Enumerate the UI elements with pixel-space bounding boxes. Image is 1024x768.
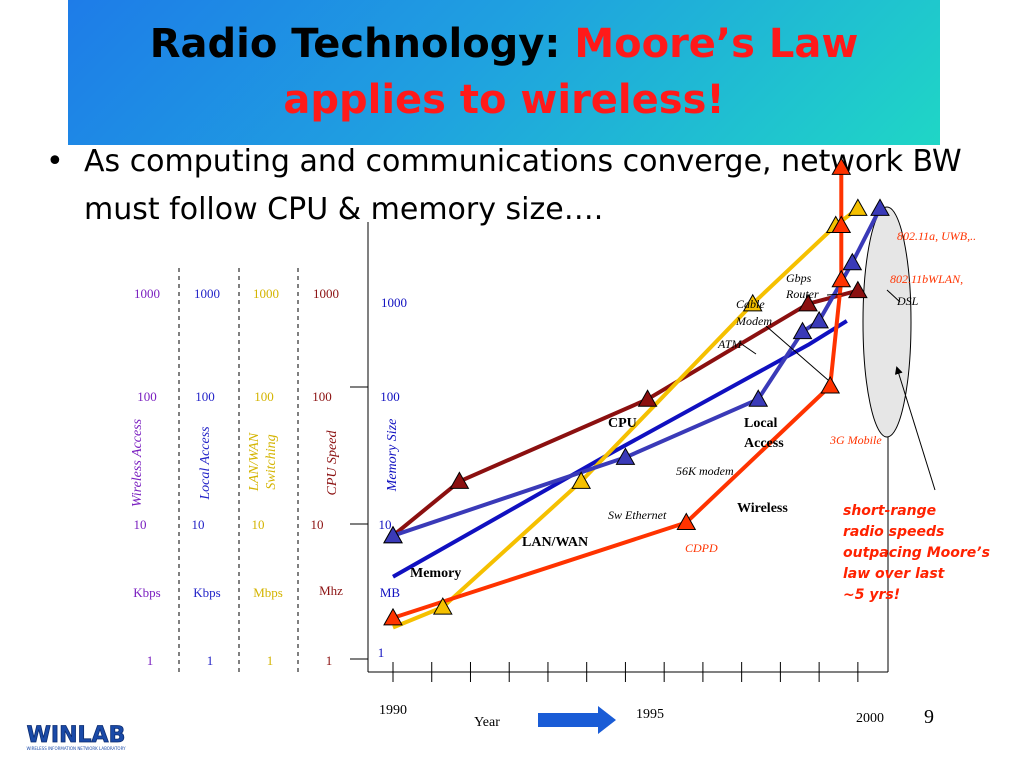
data-point-lan-wan [848, 198, 868, 216]
winlab-logo: WINLAB WIRELESS INFORMATION NETWORK LABO… [14, 720, 138, 752]
callout-line-5: ~5 yrs! [843, 587, 900, 603]
series-line-wireless [392, 167, 844, 620]
series-label-cpu: CPU [608, 416, 637, 431]
callout-line-1: short-range [843, 503, 936, 519]
local-tick-100: 100 [195, 389, 215, 404]
local-tick-1000: 1000 [194, 286, 220, 301]
memory-tick-10: 10 [379, 517, 392, 532]
annotation-3g-mobile: 3G Mobile [829, 433, 882, 447]
callout-line-2: radio speeds [843, 524, 944, 540]
callout-line-3: outpacing Moore’s [843, 545, 990, 561]
x-tick-2000: 2000 [856, 711, 884, 726]
series-label-local-1: Local [744, 416, 778, 431]
data-point-wireless [831, 215, 852, 233]
logo-subtext: WIRELESS INFORMATION NETWORK LABORATORY [26, 746, 126, 751]
cpu-tick-1: 1 [326, 653, 333, 668]
x-tick-1995: 1995 [636, 707, 664, 722]
annotation-gbps-router-1: Gbps [786, 271, 812, 285]
x-ticks [392, 662, 859, 682]
data-point-local-access [615, 447, 636, 465]
data-point-cpu [449, 471, 470, 489]
cpu-unit: Mhz [319, 583, 343, 598]
annotation-dsl: DSL [896, 294, 919, 308]
switching-tick-10: 10 [252, 517, 265, 532]
data-point-wireless [831, 157, 852, 175]
annotation-atm: ATM [717, 337, 743, 351]
annotation-56k-modem: 56K modem [676, 464, 734, 478]
y-ticks [350, 386, 368, 660]
annotation-cable-modem-1: Cable [736, 297, 765, 311]
cpu-axis-title: CPU Speed [325, 430, 340, 496]
switching-tick-100: 100 [254, 389, 274, 404]
series-line-cpu [391, 288, 859, 538]
data-point-wireless [831, 269, 852, 288]
local-tick-1: 1 [207, 653, 214, 668]
data-point-cpu [848, 280, 868, 299]
data-point-local-access [383, 525, 403, 544]
switching-axis-title-1: LAN/WAN [247, 432, 262, 492]
data-point-local-access [842, 252, 863, 271]
memory-tick-1000: 1000 [381, 295, 407, 310]
switching-tick-1: 1 [267, 653, 274, 668]
annotation-leaders [739, 289, 936, 491]
wireless-unit: Kbps [133, 585, 160, 600]
bullet-text: As computing and communications converge… [84, 144, 962, 227]
data-point-lan-wan [571, 471, 592, 489]
data-point-local-access [748, 389, 769, 407]
title-banner [68, 0, 940, 145]
data-point-wireless [820, 375, 841, 394]
annotation-cable-modem-2: Modem [735, 314, 772, 328]
callout-line-4: law over last [843, 566, 946, 582]
series-label-memory: Memory [410, 566, 461, 581]
data-point-local-access [792, 321, 813, 340]
local-tick-10: 10 [192, 517, 205, 532]
switching-tick-1000: 1000 [253, 286, 279, 301]
series-label-lanwan: LAN/WAN [522, 535, 588, 550]
logo-wordmark: WINLAB [27, 723, 126, 748]
cpu-tick-1000: 1000 [313, 286, 339, 301]
slide-title: Radio Technology: Moore’s Law applies to… [149, 21, 859, 123]
page-number: 9 [924, 706, 934, 728]
wireless-tick-1: 1 [147, 653, 154, 668]
data-point-wireless [676, 512, 697, 530]
memory-axis-title: Memory Size [385, 419, 400, 493]
data-point-cpu [637, 389, 658, 407]
data-point-lan-wan [742, 293, 763, 312]
data-point-local-access [809, 310, 829, 329]
wireless-tick-10: 10 [134, 517, 147, 532]
cpu-tick-100: 100 [312, 389, 332, 404]
wireless-tick-100: 100 [137, 389, 157, 404]
data-point-lan-wan [432, 597, 453, 615]
x-axis-title: Year [474, 715, 500, 730]
data-point-cpu [798, 293, 818, 312]
data-point-wireless [383, 607, 403, 626]
series-line-memory [392, 319, 848, 579]
memory-tick-1: 1 [378, 645, 385, 660]
annotation-80211a: 802.11a, UWB,.. [897, 229, 976, 243]
local-axis-title: Local Access [198, 426, 213, 501]
data-point-local-access [870, 198, 890, 216]
switching-unit: Mbps [253, 585, 283, 600]
memory-tick-100: 100 [380, 389, 400, 404]
cpu-tick-10: 10 [311, 517, 324, 532]
series-label-wireless: Wireless [737, 501, 788, 516]
wireless-tick-1000: 1000 [134, 286, 160, 301]
left-axes: 1000 100 10 Kbps 1 1000 100 10 Kbps 1 10… [130, 268, 407, 675]
annotation-sw-ethernet: Sw Ethernet [608, 508, 667, 522]
annotation-cdpd: CDPD [685, 541, 718, 555]
series-layer [383, 157, 890, 630]
x-tick-1990: 1990 [379, 703, 407, 718]
switching-axis-title-2: Switching [264, 434, 279, 489]
highlight-ellipse [862, 206, 912, 438]
series-label-local-2: Access [744, 436, 784, 451]
bullet-icon: • [46, 144, 64, 179]
local-unit: Kbps [193, 585, 220, 600]
wireless-axis-title: Wireless Access [130, 418, 145, 507]
memory-unit: MB [380, 585, 401, 600]
annotation-gbps-router-2: Router [785, 287, 819, 301]
annotation-80211b: 802.11bWLAN, [890, 272, 963, 286]
arrow-right-icon [538, 706, 616, 734]
